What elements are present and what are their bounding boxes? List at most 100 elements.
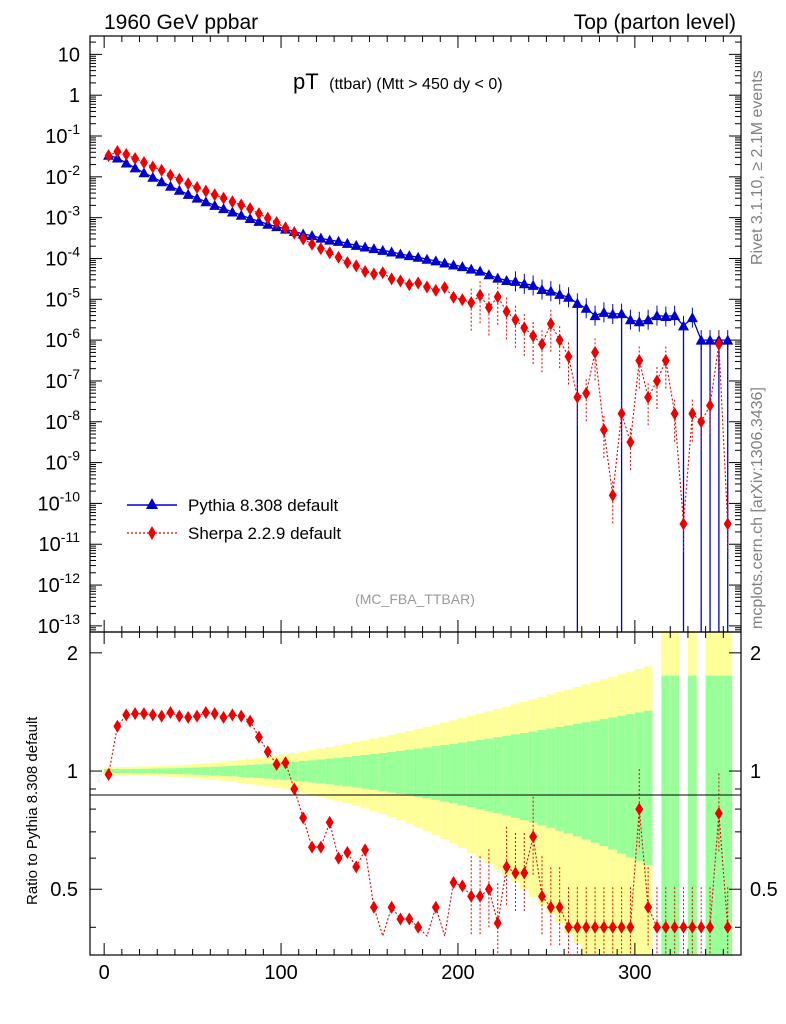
band-inner <box>422 747 432 799</box>
ratio-point <box>467 889 476 903</box>
tick-exponent: -8 <box>68 407 81 423</box>
band-inner <box>342 756 352 787</box>
band-inner <box>307 760 317 783</box>
ratio-point <box>714 806 723 820</box>
pythia-point <box>218 203 230 214</box>
ratio-point <box>369 900 378 914</box>
ratio-point <box>148 708 157 722</box>
sherpa-point <box>405 278 414 292</box>
main-y-tick-label: 10-10 <box>38 488 81 515</box>
pythia-point <box>191 192 203 203</box>
axes <box>89 35 742 956</box>
pythia-point <box>642 314 654 325</box>
ratio-y-tick-label-left: 1 <box>67 761 78 783</box>
sherpa-point <box>644 390 653 404</box>
band-inner <box>369 754 379 790</box>
ratio-point <box>546 900 555 914</box>
ratio-point <box>599 920 608 934</box>
band-inner <box>316 759 326 784</box>
ratio-point <box>502 860 511 874</box>
pythia-point <box>235 209 247 220</box>
tick-base: 10 <box>38 575 60 597</box>
ratio-sherpa-series <box>104 705 732 955</box>
sherpa-point <box>723 517 732 531</box>
sherpa-point <box>502 305 511 319</box>
band-inner <box>121 768 131 774</box>
band-inner <box>174 768 184 775</box>
pythia-point <box>527 279 539 290</box>
pythia-point <box>580 302 592 313</box>
pythia-point <box>244 212 256 223</box>
pythia-point <box>633 316 645 327</box>
main-y-tick-label: 10-6 <box>45 325 80 352</box>
ratio-point <box>325 815 334 829</box>
ratio-point <box>254 730 263 744</box>
ratio-point <box>387 900 396 914</box>
tick-exponent: -9 <box>68 448 81 464</box>
sherpa-point <box>139 156 148 170</box>
sherpa-point <box>564 349 573 363</box>
pythia-point <box>545 285 557 296</box>
ratio-point <box>652 920 661 934</box>
ratio-point <box>608 920 617 934</box>
band-inner <box>112 768 122 774</box>
sherpa-point <box>166 168 175 182</box>
tick-base: 10 <box>45 330 67 352</box>
band-inner <box>643 710 653 866</box>
sherpa-point <box>555 333 564 347</box>
sherpa-point <box>546 317 555 331</box>
sherpa-point <box>210 188 219 202</box>
ticks <box>90 36 741 955</box>
sherpa-point <box>254 207 263 221</box>
tick-base: 10 <box>45 412 67 434</box>
x-tick-labels: 0 100 200 300 <box>99 962 652 984</box>
band-inner <box>572 723 582 837</box>
ratio-point <box>272 757 281 771</box>
tick-base: 10 <box>45 126 67 148</box>
pythia-point <box>341 237 353 248</box>
main-y-tick-label: 10-12 <box>38 570 81 597</box>
band-inner <box>254 764 264 779</box>
tick-exponent: -2 <box>68 162 81 178</box>
main-title: pT (ttbar) (Mtt > 450 dy < 0) <box>293 69 503 94</box>
main-y-tick-label: 10-7 <box>45 366 80 393</box>
sherpa-point <box>591 345 600 359</box>
sherpa-point <box>537 337 546 351</box>
pythia-point <box>536 284 548 295</box>
pythia-point <box>669 310 681 321</box>
ratio-y-tick-label-right: 0.5 <box>750 879 778 901</box>
ratio-point <box>113 719 122 733</box>
ratio-frame <box>89 631 742 956</box>
sherpa-point <box>290 226 299 240</box>
band-inner <box>511 734 520 818</box>
pythia-point <box>394 248 406 259</box>
ratio-point <box>644 900 653 914</box>
ratio-point <box>449 876 458 890</box>
sherpa-point <box>635 354 644 368</box>
band-inner <box>413 748 423 797</box>
sherpa-point <box>219 191 228 205</box>
pythia-point <box>465 263 477 274</box>
main-title-sub: (ttbar) (Mtt > 450 dy < 0) <box>329 76 502 93</box>
band-inner <box>546 728 556 828</box>
band-inner <box>723 675 733 955</box>
main-y-tick-label: 10-4 <box>45 243 80 270</box>
ratio-point <box>458 879 467 893</box>
sherpa-point <box>396 274 405 288</box>
tick-exponent: -12 <box>60 570 80 586</box>
sherpa-point <box>201 184 210 198</box>
main-title-pt: pT <box>293 69 319 94</box>
band-inner <box>157 768 167 774</box>
band-inner <box>502 735 512 816</box>
ratio-point <box>139 707 148 721</box>
ratio-point <box>228 708 237 722</box>
pythia-point <box>164 180 176 191</box>
sherpa-point <box>122 147 131 161</box>
ratio-point <box>670 920 679 934</box>
band-inner <box>590 720 600 843</box>
band-inner <box>139 768 149 774</box>
ratio-point <box>688 920 697 934</box>
sherpa-point <box>484 300 493 314</box>
band-inner <box>183 767 193 775</box>
ratio-point <box>290 782 299 796</box>
